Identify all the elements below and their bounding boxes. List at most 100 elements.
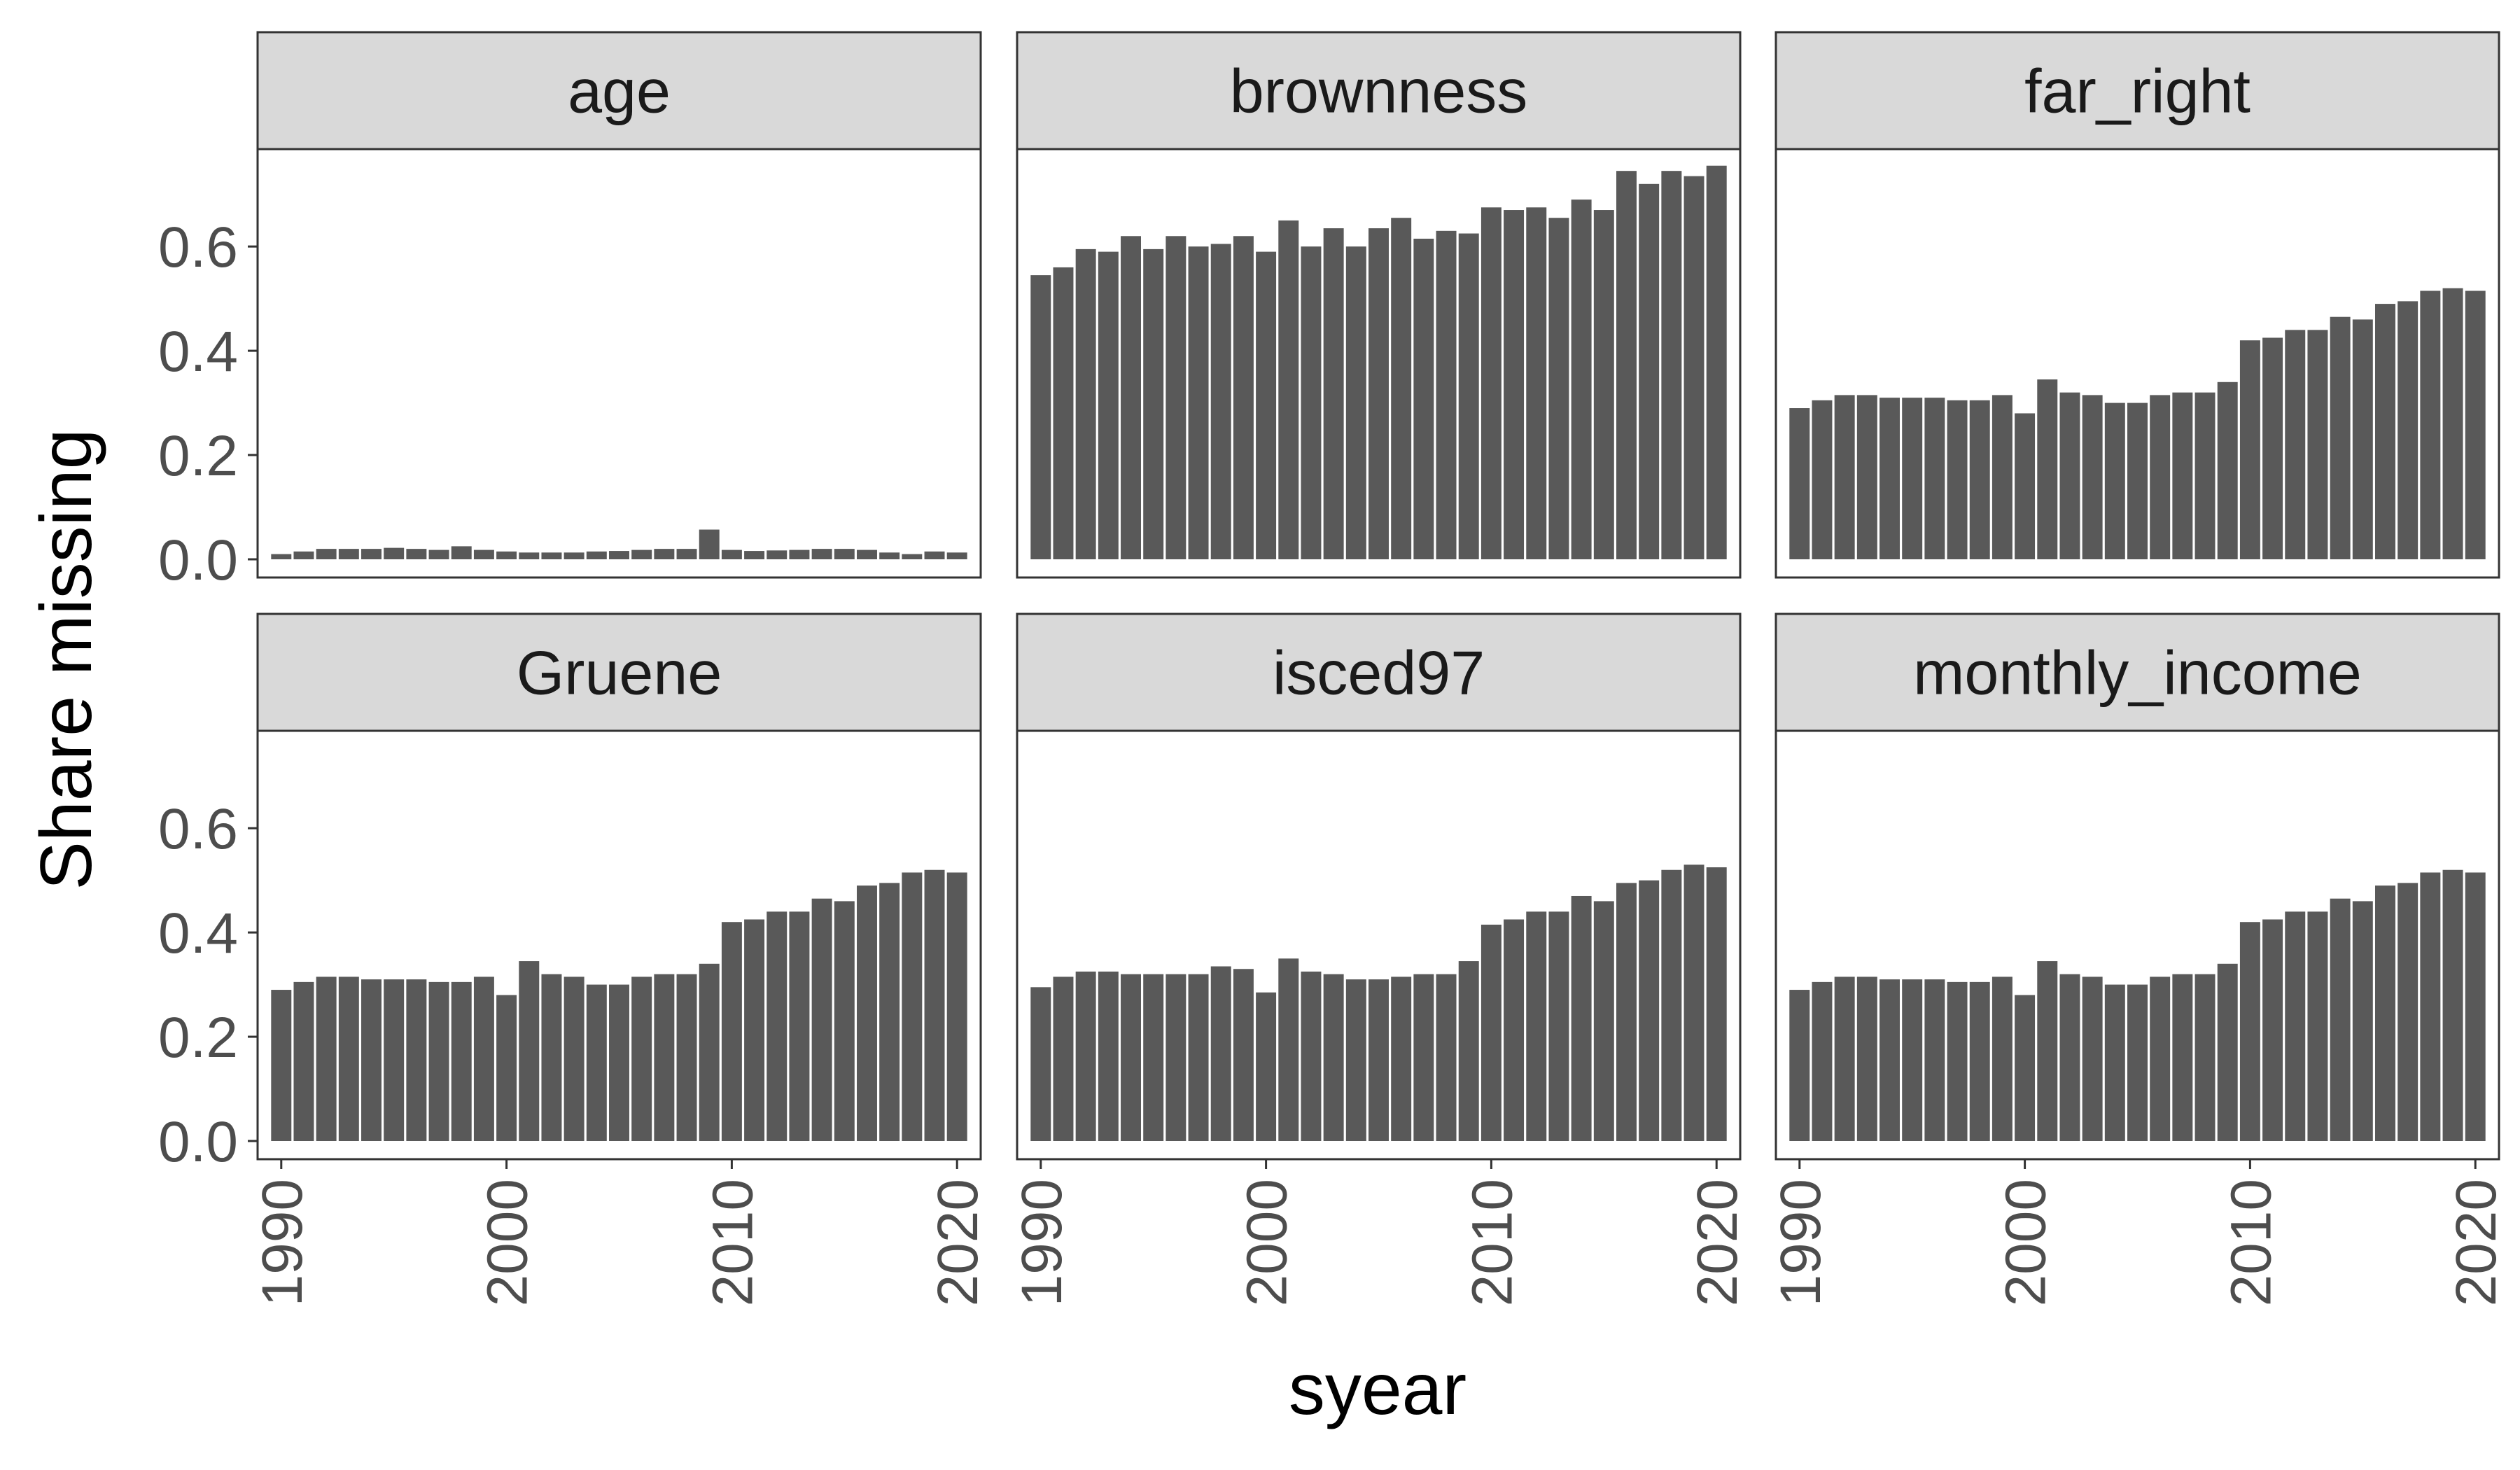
bar-gruene-2009 xyxy=(699,963,720,1141)
bar-isced97-2016 xyxy=(1616,883,1637,1141)
bar-gruene-2011 xyxy=(744,919,765,1141)
panels-layer: age brownness far_right Gruene isced97 monthl… xyxy=(256,31,2500,1161)
bar-isced97-1998 xyxy=(1210,966,1231,1141)
bar-brownness-1991 xyxy=(1053,267,1074,559)
bar-isced97-2004 xyxy=(1345,979,1366,1141)
x-tick-label: 2000 xyxy=(1236,1179,1299,1306)
bar-monthly-income-2009 xyxy=(2217,963,2238,1141)
bar-gruene-2004 xyxy=(586,984,607,1141)
bar-brownness-2015 xyxy=(1593,210,1614,559)
bar-age-2008 xyxy=(676,549,697,559)
bar-gruene-2014 xyxy=(811,898,832,1141)
bar-monthly-income-2008 xyxy=(2194,974,2216,1141)
bar-brownness-2019 xyxy=(1684,176,1704,559)
x-tick-label: 1990 xyxy=(1769,1179,1833,1306)
bar-brownness-2010 xyxy=(1480,207,1502,559)
bar-far-right-1992 xyxy=(1834,395,1855,559)
x-tick-label: 2020 xyxy=(926,1179,990,1306)
bar-gruene-1993 xyxy=(338,976,359,1141)
bar-far-right-1998 xyxy=(1969,400,1990,559)
bar-far-right-2002 xyxy=(2059,392,2080,559)
bar-isced97-2009 xyxy=(1458,961,1479,1141)
bar-monthly-income-2015 xyxy=(2352,901,2373,1141)
bar-isced97-2015 xyxy=(1593,901,1614,1141)
bar-isced97-2017 xyxy=(1639,880,1660,1141)
bar-monthly-income-1998 xyxy=(1969,981,1990,1141)
bar-age-1995 xyxy=(384,547,405,559)
panel-border-gruene xyxy=(256,729,982,1161)
bar-gruene-1995 xyxy=(384,979,405,1141)
bar-gruene-1998 xyxy=(451,981,472,1141)
bars-isced97 xyxy=(1030,864,1727,1141)
bar-age-2019 xyxy=(924,551,945,559)
bar-isced97-2000 xyxy=(1256,992,1277,1141)
bar-far-right-2019 xyxy=(2442,288,2463,559)
strip-brownness xyxy=(1016,31,1742,150)
bar-far-right-1993 xyxy=(1856,395,1877,559)
bar-gruene-2012 xyxy=(766,911,788,1141)
x-tick-label: 2010 xyxy=(2219,1179,2283,1306)
bar-isced97-2018 xyxy=(1661,869,1682,1141)
x-tick-label: 2010 xyxy=(701,1179,764,1306)
bar-brownness-1999 xyxy=(1233,236,1254,559)
bar-age-2018 xyxy=(902,554,923,559)
bar-brownness-2003 xyxy=(1323,228,1344,559)
bar-monthly-income-2005 xyxy=(2127,984,2148,1141)
bar-age-1992 xyxy=(316,549,337,559)
x-tick-label: 1990 xyxy=(1010,1179,1074,1306)
bar-gruene-2008 xyxy=(676,974,697,1141)
bar-gruene-2018 xyxy=(902,872,923,1141)
bar-far-right-2018 xyxy=(2420,290,2441,559)
bar-gruene-2003 xyxy=(564,976,584,1141)
bar-isced97-1991 xyxy=(1053,976,1074,1141)
bar-monthly-income-1995 xyxy=(1902,979,1923,1141)
bar-monthly-income-2010 xyxy=(2239,922,2260,1141)
bar-gruene-2007 xyxy=(654,974,675,1141)
bar-isced97-2003 xyxy=(1323,974,1344,1141)
bar-brownness-1996 xyxy=(1166,236,1186,559)
bar-gruene-2017 xyxy=(879,883,900,1141)
x-tick-label: 2010 xyxy=(1460,1179,1524,1306)
bar-age-1999 xyxy=(473,550,494,559)
bar-gruene-2001 xyxy=(519,961,540,1141)
bar-isced97-2014 xyxy=(1571,895,1592,1141)
bar-gruene-2000 xyxy=(496,995,517,1141)
bar-isced97-2011 xyxy=(1504,919,1525,1141)
bar-gruene-2005 xyxy=(609,984,629,1141)
bars-gruene xyxy=(271,869,967,1141)
bar-far-right-2004 xyxy=(2104,402,2125,559)
bar-isced97-2007 xyxy=(1413,974,1434,1141)
bar-isced97-1992 xyxy=(1075,971,1096,1141)
panel-border-brownness xyxy=(1016,148,1742,579)
bar-isced97-1994 xyxy=(1121,974,1141,1141)
bar-brownness-1990 xyxy=(1030,275,1051,559)
bar-gruene-2020 xyxy=(946,872,967,1141)
bar-isced97-2006 xyxy=(1391,976,1412,1141)
strip-age xyxy=(256,31,982,150)
bar-brownness-2020 xyxy=(1706,165,1727,560)
bar-brownness-2012 xyxy=(1526,207,1547,559)
panel-monthly-income: monthly_income xyxy=(1774,612,2500,1161)
bar-gruene-2002 xyxy=(541,974,562,1141)
bar-age-1998 xyxy=(451,546,472,559)
bar-age-1991 xyxy=(293,551,314,559)
bar-monthly-income-1996 xyxy=(1924,979,1945,1141)
bar-far-right-1990 xyxy=(1789,408,1810,559)
bar-monthly-income-2001 xyxy=(2037,961,2058,1141)
bar-far-right-2008 xyxy=(2194,392,2216,559)
y-tick-label: 0.0 xyxy=(158,528,238,592)
bars-age xyxy=(271,529,967,559)
bar-isced97-1997 xyxy=(1188,974,1209,1141)
bar-far-right-2009 xyxy=(2217,382,2238,559)
bar-far-right-1991 xyxy=(1812,400,1833,559)
strip-label-gruene: Gruene xyxy=(517,638,722,708)
bar-monthly-income-2018 xyxy=(2420,872,2441,1141)
panel-far-right: far_right xyxy=(1774,31,2500,579)
bar-brownness-1997 xyxy=(1188,246,1209,559)
bar-age-2010 xyxy=(721,550,742,559)
bar-isced97-2019 xyxy=(1684,864,1704,1141)
bar-gruene-1992 xyxy=(316,976,337,1141)
bar-far-right-2005 xyxy=(2127,402,2148,559)
bar-monthly-income-1992 xyxy=(1834,976,1855,1141)
